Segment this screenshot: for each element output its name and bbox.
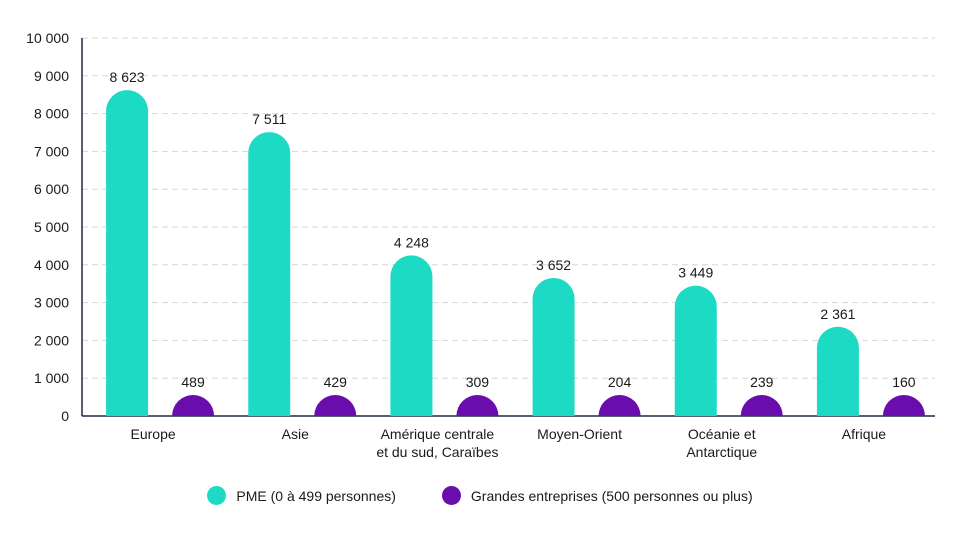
data-label-grandes: 489 <box>181 374 205 390</box>
bar-chart: 0 1 000 2 000 3 000 4 000 5 000 6 000 7 000 8 00… <box>26 30 935 460</box>
data-label-grandes: 160 <box>892 374 916 390</box>
y-tick-label: 4 000 <box>34 257 69 273</box>
y-tick-label: 3 000 <box>34 295 69 311</box>
category-label: Afrique <box>842 426 887 442</box>
legend: PME (0 à 499 personnes) Grandes entrepri… <box>0 486 960 505</box>
data-label-pme: 7 511 <box>252 111 286 127</box>
y-tick-label: 1 000 <box>34 370 69 386</box>
legend-item-grandes: Grandes entreprises (500 personnes ou pl… <box>441 486 753 505</box>
data-label-grandes: 429 <box>324 374 348 390</box>
category-label: Moyen-Orient <box>537 426 622 442</box>
bar-grandes <box>314 395 357 416</box>
legend-item-pme: PME (0 à 499 personnes) <box>207 486 396 505</box>
y-tick-label: 10 000 <box>26 30 69 46</box>
y-tick-label: 9 000 <box>34 68 69 84</box>
y-tick-label: 2 000 <box>34 332 69 348</box>
category-label: Amérique centrale <box>381 426 495 442</box>
bar-grandes <box>598 395 641 416</box>
bar-pme <box>106 90 149 416</box>
bar-grandes <box>456 395 499 416</box>
category-label: et du sud, Caraïbes <box>376 444 498 460</box>
data-label-pme: 2 361 <box>820 306 855 322</box>
category-label: Europe <box>131 426 176 442</box>
data-label-grandes: 239 <box>750 374 774 390</box>
data-label-pme: 3 652 <box>536 257 571 273</box>
data-label-grandes: 309 <box>466 374 490 390</box>
data-label-grandes: 204 <box>608 374 632 390</box>
legend-label-grandes: Grandes entreprises (500 personnes ou pl… <box>470 487 753 504</box>
bar-pme <box>248 132 291 416</box>
bar-pme <box>674 285 717 416</box>
y-tick-label: 8 000 <box>34 106 69 122</box>
bar-pme <box>390 255 433 416</box>
data-label-pme: 4 248 <box>394 234 429 250</box>
legend-label-pme: PME (0 à 499 personnes) <box>236 487 396 504</box>
y-tick-label: 0 <box>61 408 69 424</box>
y-tick-label: 6 000 <box>34 181 69 197</box>
data-label-pme: 8 623 <box>110 69 145 85</box>
data-label-pme: 3 449 <box>678 265 713 281</box>
category-label: Antarctique <box>686 444 757 460</box>
y-tick-label: 5 000 <box>34 219 69 235</box>
category-label: Asie <box>282 426 309 442</box>
bar-pme <box>532 277 575 416</box>
y-tick-label: 7 000 <box>34 143 69 159</box>
bar-pme <box>816 326 859 416</box>
bar-grandes <box>882 395 925 416</box>
bar-grandes <box>172 395 215 416</box>
bar-grandes <box>740 395 783 416</box>
category-label: Océanie et <box>688 426 756 442</box>
legend-swatch-grandes <box>441 486 461 505</box>
legend-swatch-pme <box>207 486 227 505</box>
